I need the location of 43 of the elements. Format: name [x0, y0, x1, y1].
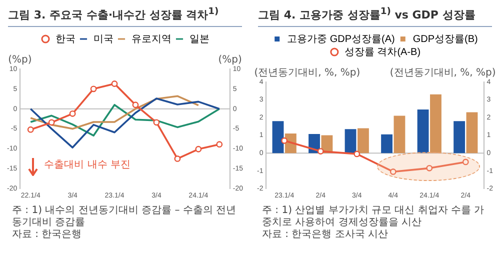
text: 주 : 1) 내수의 전년동기대비 증감률 – 수출의 전년동기대비 증감률 — [12, 205, 238, 229]
text: 자료 : 한국은행 — [12, 229, 83, 241]
legend-label: 유로지역 — [132, 34, 172, 45]
bar — [344, 129, 356, 154]
legend-label: 성장률 격차(A-B) — [344, 46, 421, 58]
legend-label: GDP성장률(B) — [412, 34, 478, 45]
bar — [381, 134, 392, 154]
point — [69, 110, 76, 117]
point — [174, 156, 181, 162]
chart-title: 그림 3. 주요국 수출·내수간 성장률 격차$^{1)}$ — [7, 5, 220, 24]
chart-title: 그림 4. 고용가중 성장률$^{1)}$ vs GDP 성장률 — [257, 5, 476, 24]
text: 주 : 1) 산업별 부가가치 규모 대신 취업자 수를 가중치로 사용하여 경제성장률을 시산 — [262, 205, 486, 229]
point — [111, 80, 118, 87]
bar — [272, 121, 284, 154]
point — [354, 150, 360, 158]
point — [48, 119, 55, 126]
point — [90, 86, 97, 92]
bar — [358, 128, 369, 154]
y-axis-title: (전년동기대비, %, %p) — [254, 68, 360, 79]
bar — [466, 112, 478, 154]
legend-label: 고용가중 GDP성장률(A) — [287, 34, 395, 45]
legend-label: 미국 — [94, 34, 114, 45]
bar — [454, 121, 466, 154]
point — [27, 126, 34, 133]
text: 자료 : 한국은행 조사국 시산 — [262, 229, 390, 241]
legend-label: 일본 — [190, 34, 210, 45]
bar — [430, 94, 442, 154]
y2-axis-title: (전년동기대비, %, %p) — [390, 68, 496, 79]
point — [153, 119, 160, 126]
legend-label: 한국 — [56, 34, 76, 45]
bar — [417, 110, 429, 154]
annotation: 수출대비 내수 부진 — [44, 159, 130, 170]
y2-axis-title: (%p) — [218, 54, 242, 66]
bar — [394, 116, 406, 154]
point — [426, 164, 433, 172]
point — [390, 168, 396, 175]
y-axis-title: (%p) — [8, 54, 32, 66]
point — [195, 146, 202, 152]
point — [317, 148, 324, 154]
point — [216, 141, 223, 148]
point — [281, 137, 288, 144]
point — [462, 158, 469, 166]
point — [132, 102, 139, 108]
